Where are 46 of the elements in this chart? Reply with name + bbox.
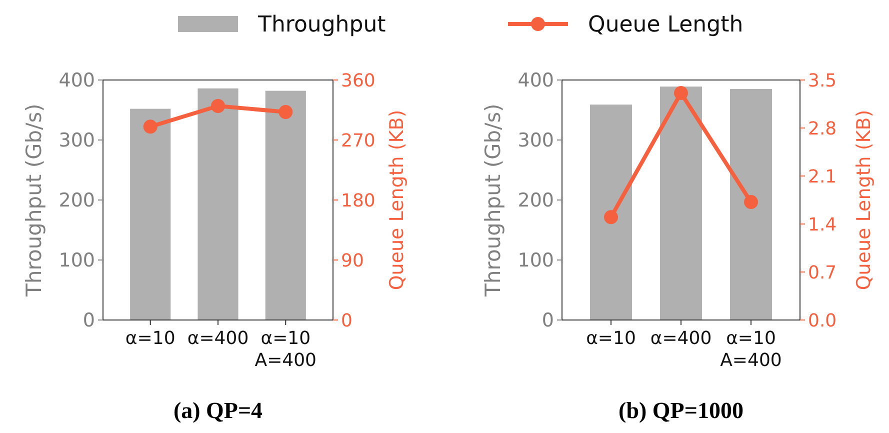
y2-tick-label: 2.1 bbox=[808, 166, 837, 188]
y-axis-title: Throughput (Gb/s) bbox=[481, 104, 505, 298]
point bbox=[278, 105, 293, 119]
y-tick-label: 200 bbox=[518, 190, 554, 212]
point bbox=[744, 195, 758, 210]
y-tick-label: 0 bbox=[542, 310, 554, 332]
bar bbox=[265, 90, 306, 320]
bar bbox=[660, 86, 702, 320]
y2-tick-label: 0 bbox=[341, 310, 352, 332]
y-tick-label: 200 bbox=[58, 190, 95, 212]
y-tick-label: 100 bbox=[518, 250, 554, 272]
text: (a) QP=4 bbox=[173, 398, 264, 423]
y-tick-label: 400 bbox=[58, 70, 95, 92]
x-tick-label: α=10 A=400 bbox=[720, 328, 782, 371]
x-tick-label: α=10 bbox=[586, 328, 636, 349]
bar bbox=[130, 108, 171, 320]
y2-tick-label: 3.5 bbox=[808, 70, 837, 92]
y-tick-label: 0 bbox=[82, 310, 95, 332]
y2-tick-label: 180 bbox=[341, 190, 376, 212]
y-axis-title: Throughput (Gb/s) bbox=[22, 104, 46, 298]
point bbox=[604, 210, 618, 224]
y-tick-label: 300 bbox=[58, 130, 95, 152]
bar bbox=[590, 104, 632, 320]
y-tick-label: 100 bbox=[58, 250, 95, 272]
y-tick-label: 300 bbox=[518, 130, 554, 152]
y2-axis-title: Queue Length (KB) bbox=[853, 110, 875, 290]
point bbox=[143, 120, 158, 134]
x-tick-label: α=400 bbox=[187, 328, 249, 349]
y2-tick-label: 270 bbox=[341, 130, 376, 152]
bar bbox=[730, 89, 772, 320]
y2-tick-label: 0.0 bbox=[808, 310, 837, 332]
y-tick-label: 400 bbox=[518, 70, 554, 92]
y2-tick-label: 90 bbox=[341, 250, 364, 272]
x-tick-label: α=400 bbox=[650, 328, 712, 349]
text: (b) QP=1000 bbox=[618, 398, 744, 423]
y2-tick-label: 2.8 bbox=[808, 118, 837, 140]
point bbox=[211, 99, 225, 113]
point bbox=[674, 86, 688, 100]
y2-tick-label: 360 bbox=[341, 70, 376, 92]
y2-tick-label: 0.7 bbox=[808, 262, 837, 284]
y2-axis-title: Queue Length (KB) bbox=[386, 110, 408, 290]
y2-tick-label: 1.4 bbox=[808, 214, 837, 236]
x-tick-label: α=10 bbox=[125, 328, 176, 349]
x-tick-label: α=10 A=400 bbox=[254, 328, 317, 371]
legend-label: Queue Length bbox=[588, 12, 744, 38]
legend-label: Throughput bbox=[257, 12, 386, 38]
